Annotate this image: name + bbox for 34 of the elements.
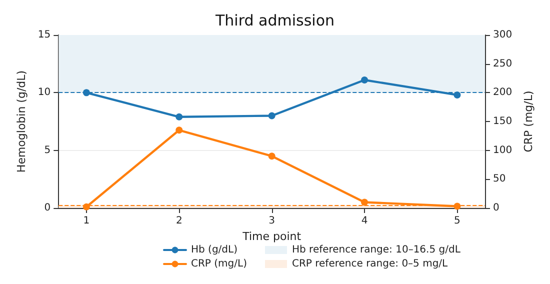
x-tick-label: 3: [268, 216, 276, 226]
point: [176, 126, 183, 134]
y-axis-title: Hemoglobin (g/dL): [15, 70, 28, 173]
point: [268, 152, 276, 160]
x-tick-label: 4: [361, 216, 368, 226]
y-tick-label: 15: [38, 30, 51, 40]
y-tick-label: 10: [38, 87, 51, 98]
legend-label: Hb reference range: 10–16.5 g/dL: [292, 244, 461, 256]
point: [454, 202, 461, 210]
x-tick-label: 5: [454, 216, 460, 226]
y2-tick-label: 150: [493, 116, 512, 127]
y2-tick-label: 100: [493, 144, 512, 156]
point: [268, 112, 276, 120]
y2-tick-label: 250: [493, 58, 512, 70]
point: [454, 91, 461, 98]
point: [176, 113, 183, 120]
x-axis-title: Time point: [242, 230, 302, 243]
legend-label: CRP (mg/L): [191, 258, 248, 270]
y2-tick-label: 0: [493, 202, 500, 214]
point: [82, 89, 90, 96]
x-tick-label: 2: [176, 216, 182, 226]
point: [361, 76, 368, 84]
y2-tick-label: 200: [493, 87, 512, 98]
y-tick-label: 5: [44, 144, 51, 156]
legend-label: Hb (g/dL): [191, 244, 238, 256]
point: [82, 203, 90, 210]
point: [361, 198, 368, 206]
y2-tick-label: 300: [493, 30, 512, 40]
chart-title: Third admission: [214, 12, 335, 30]
y-tick-label: 0: [44, 202, 51, 214]
x-tick-label: 1: [83, 216, 90, 226]
y2-axis-title: CRP (mg/L): [522, 90, 535, 152]
legend-label: CRP reference range: 0–5 mg/L: [292, 258, 448, 270]
y2-tick-label: 50: [493, 174, 506, 185]
